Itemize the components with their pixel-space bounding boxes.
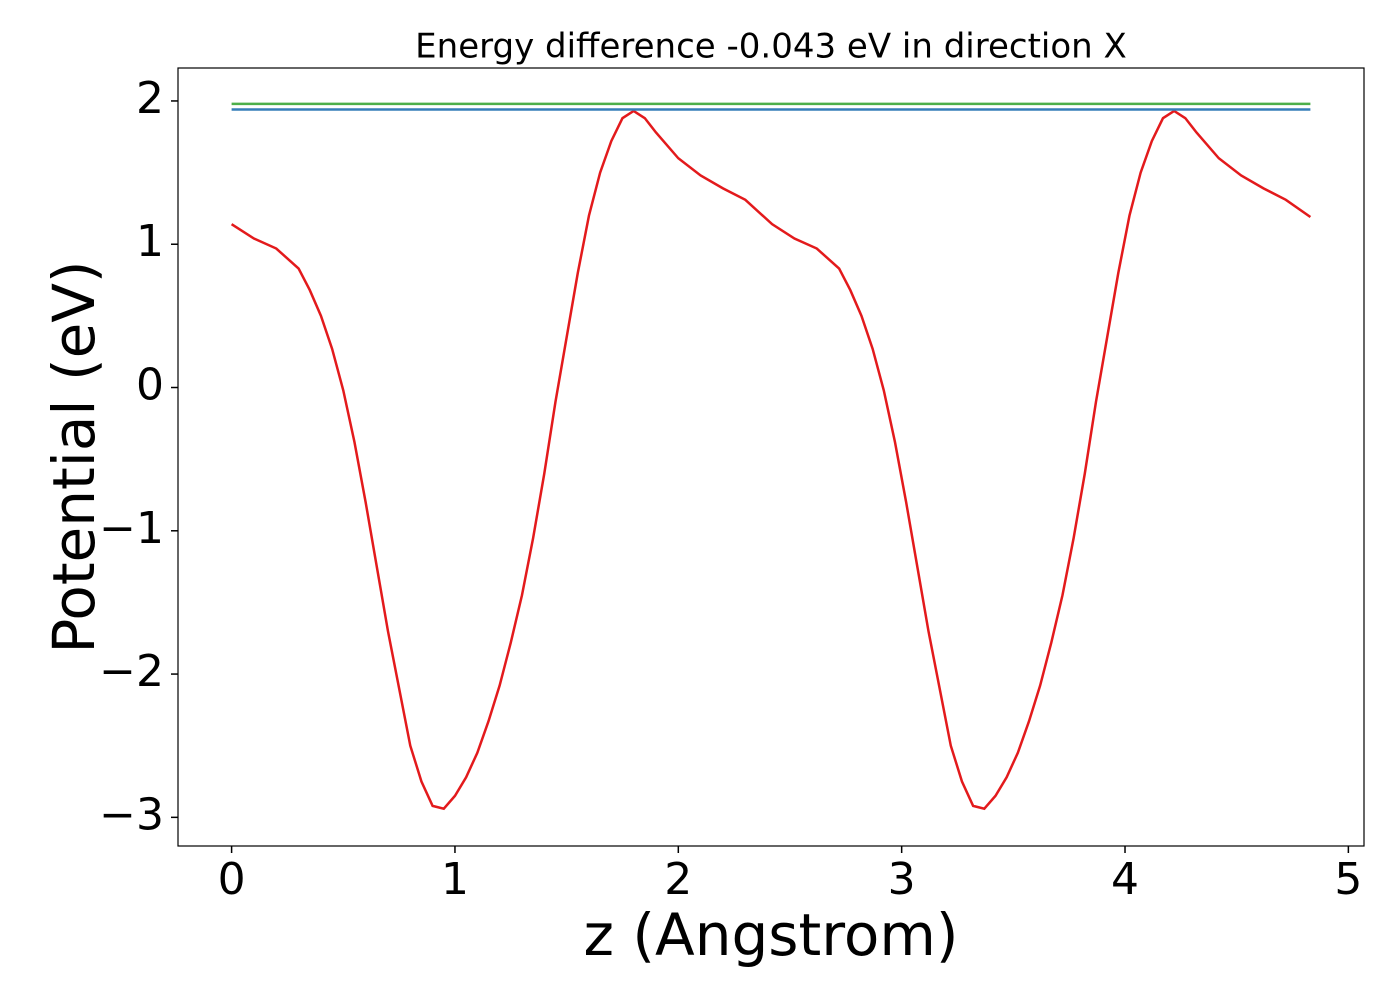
y-tick-label: 1 (136, 216, 164, 267)
plot-frame (177, 67, 1365, 847)
y-tick-label: 2 (136, 73, 164, 124)
y-tick-label: −3 (99, 789, 164, 840)
y-tick-label: 0 (136, 360, 164, 411)
x-tick-label: 3 (888, 854, 916, 905)
x-tick-label: 2 (664, 854, 692, 905)
x-tick-label: 0 (218, 854, 246, 905)
y-axis-label: Potential (eV) (40, 260, 108, 653)
y-tick-label: −2 (99, 646, 164, 697)
x-tick-label: 4 (1111, 854, 1139, 905)
line-series (230, 109, 1312, 811)
x-tick-label: 1 (441, 854, 469, 905)
x-axis-label: z (Angstrom) (584, 901, 959, 969)
y-tick-label: −1 (99, 503, 164, 554)
x-tick-label: 5 (1334, 854, 1362, 905)
chart-title: Energy difference -0.043 eV in direction… (415, 27, 1127, 67)
